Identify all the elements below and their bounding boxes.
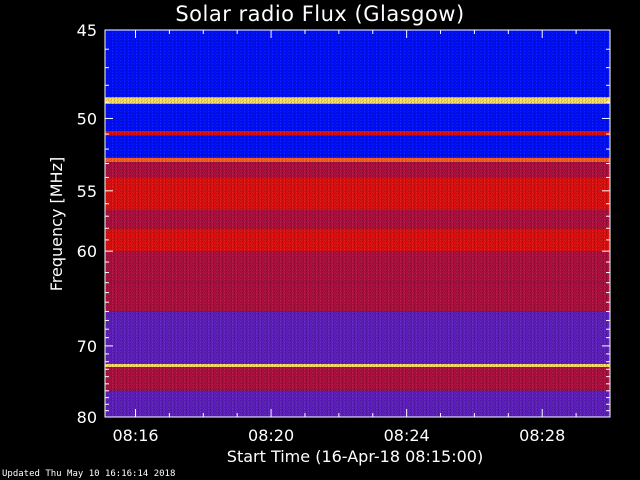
plot-frame <box>104 29 611 418</box>
y-tick-label: 50 <box>77 109 97 128</box>
x-tick-label: 08:28 <box>519 426 565 445</box>
updated-timestamp: Updated Thu May 10 16:16:14 2018 <box>2 469 176 479</box>
y-tick-label: 55 <box>77 182 97 201</box>
y-axis-label: Frequency [MHz] <box>47 157 66 291</box>
x-tick-label: 08:24 <box>384 426 430 445</box>
heatmap-texture <box>105 30 610 417</box>
x-axis-label: Start Time (16-Apr-18 08:15:00) <box>227 447 483 466</box>
y-tick-label: 70 <box>77 337 97 356</box>
chart-title: Solar radio Flux (Glasgow) <box>175 2 465 26</box>
y-tick-label: 60 <box>77 242 97 261</box>
x-tick-label: 08:16 <box>112 426 158 445</box>
y-tick-label: 45 <box>77 21 97 40</box>
y-tick-label: 80 <box>77 408 97 427</box>
x-tick-label: 08:20 <box>248 426 294 445</box>
